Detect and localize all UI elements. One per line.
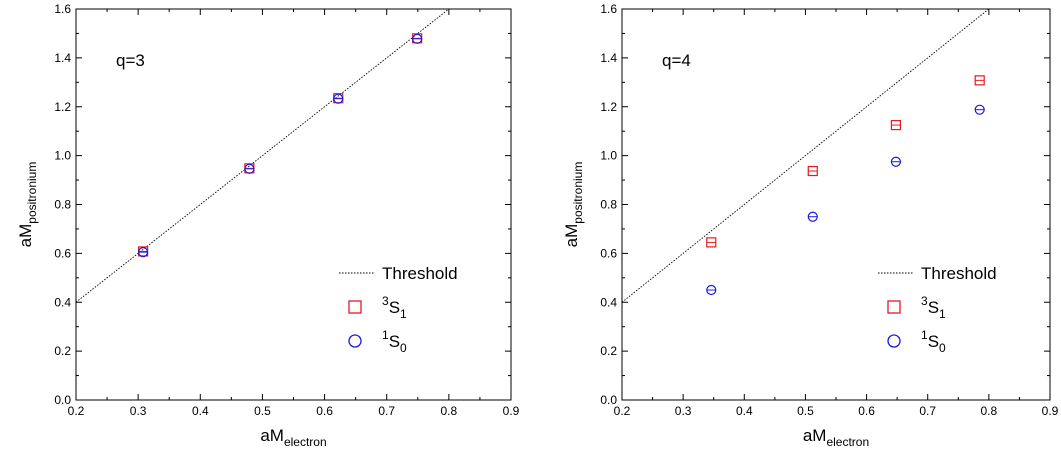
- y-tick-label: 0.8: [600, 198, 617, 212]
- y-axis-title: aMpositronium: [16, 162, 39, 248]
- y-tick-label: 1.0: [600, 149, 617, 163]
- legend-circle-marker: [348, 334, 362, 348]
- x-axis-title: aMelectron: [803, 426, 869, 449]
- y-axis-title-main: aM: [562, 224, 581, 248]
- legend-square-marker: [348, 300, 362, 314]
- threshold-line: [622, 9, 990, 303]
- x-tick-label: 0.3: [130, 404, 147, 418]
- x-axis-title-main: aM: [260, 426, 284, 445]
- y-axis-title-sub: positronium: [571, 162, 585, 224]
- chart-panel-1: 0.2 0.3 0.4 0.5 0.6 0.7 0.8 0.90.00.20.40.60.81…: [16, 2, 520, 449]
- y-axis-title-main: aM: [16, 224, 35, 248]
- legend-label-1S0: 1S0: [921, 328, 946, 355]
- x-tick-label: 0.8: [441, 404, 458, 418]
- series-1S0: [706, 104, 985, 296]
- panel-label: q=4: [662, 51, 691, 70]
- legend-label-sup: 3: [921, 294, 928, 308]
- legend-label-sup: 1: [921, 328, 928, 342]
- legend-label-base: S: [928, 298, 939, 317]
- y-axis-title: aMpositronium: [562, 162, 585, 248]
- y-tick-label: 0.6: [54, 246, 71, 260]
- y-tick-label: 0.4: [600, 295, 617, 309]
- legend-label-sup: 3: [382, 294, 389, 308]
- legend-circle-marker: [887, 334, 901, 348]
- series-3S1: [138, 33, 423, 257]
- x-tick-label: 0.2: [614, 404, 631, 418]
- y-tick-label: 1.0: [54, 149, 71, 163]
- y-tick-label: 0.0: [600, 393, 617, 407]
- x-tick-label: 0.3: [675, 404, 692, 418]
- panel-label: q=3: [116, 51, 145, 70]
- y-axis-title-sub: positronium: [25, 162, 39, 224]
- y-tick-label: 0.4: [54, 295, 71, 309]
- legend-threshold-label: Threshold: [382, 264, 458, 283]
- threshold-line: [76, 9, 450, 303]
- series-1S0: [138, 33, 423, 258]
- x-tick-label: 0.7: [919, 404, 936, 418]
- y-tick-label: 0.6: [600, 246, 617, 260]
- y-tick-label: 1.6: [54, 2, 71, 16]
- legend-label-1S0: 1S0: [382, 328, 407, 355]
- legend-label-sub: 0: [400, 341, 407, 355]
- x-tick-label: 0.5: [797, 404, 814, 418]
- legend-threshold-label: Threshold: [921, 264, 997, 283]
- x-axis-title-sub: electron: [284, 435, 327, 449]
- x-axis-title: aMelectron: [260, 426, 326, 449]
- y-tick-label: 1.4: [54, 51, 71, 65]
- y-tick-label: 0.2: [54, 344, 71, 358]
- x-tick-label: 0.6: [316, 404, 333, 418]
- legend-label-3S1: 3S1: [382, 294, 407, 321]
- x-tick-label: 0.4: [736, 404, 753, 418]
- x-axis-title-main: aM: [803, 426, 827, 445]
- legend-label-sup: 1: [382, 328, 389, 342]
- chart-panel-2: 0.2 0.3 0.4 0.5 0.6 0.7 0.8 0.90.00.20.40.60.81…: [562, 2, 1059, 449]
- x-tick-label: 0.9: [503, 404, 520, 418]
- x-tick-label: 0.7: [378, 404, 395, 418]
- x-axis-title-sub: electron: [826, 435, 869, 449]
- y-tick-label: 1.2: [54, 100, 71, 114]
- x-tick-label: 0.4: [192, 404, 209, 418]
- y-tick-label: 0.0: [54, 393, 71, 407]
- y-tick-label: 1.6: [600, 2, 617, 16]
- legend-label-sub: 0: [939, 341, 946, 355]
- x-tick-label: 0.6: [858, 404, 875, 418]
- legend-label-base: S: [389, 298, 400, 317]
- y-tick-label: 0.2: [600, 344, 617, 358]
- x-tick-label: 0.5: [254, 404, 271, 418]
- legend-label-sub: 1: [939, 307, 946, 321]
- y-tick-label: 1.4: [600, 51, 617, 65]
- legend-label-3S1: 3S1: [921, 294, 946, 321]
- y-tick-label: 0.8: [54, 198, 71, 212]
- legend-label-base: S: [928, 332, 939, 351]
- legend-square-marker: [887, 300, 901, 314]
- y-tick-label: 1.2: [600, 100, 617, 114]
- legend-label-base: S: [389, 332, 400, 351]
- x-tick-label: 0.9: [1042, 404, 1059, 418]
- series-3S1: [706, 75, 985, 248]
- x-tick-label: 0.2: [68, 404, 85, 418]
- legend-label-sub: 1: [400, 307, 407, 321]
- x-tick-label: 0.8: [981, 404, 998, 418]
